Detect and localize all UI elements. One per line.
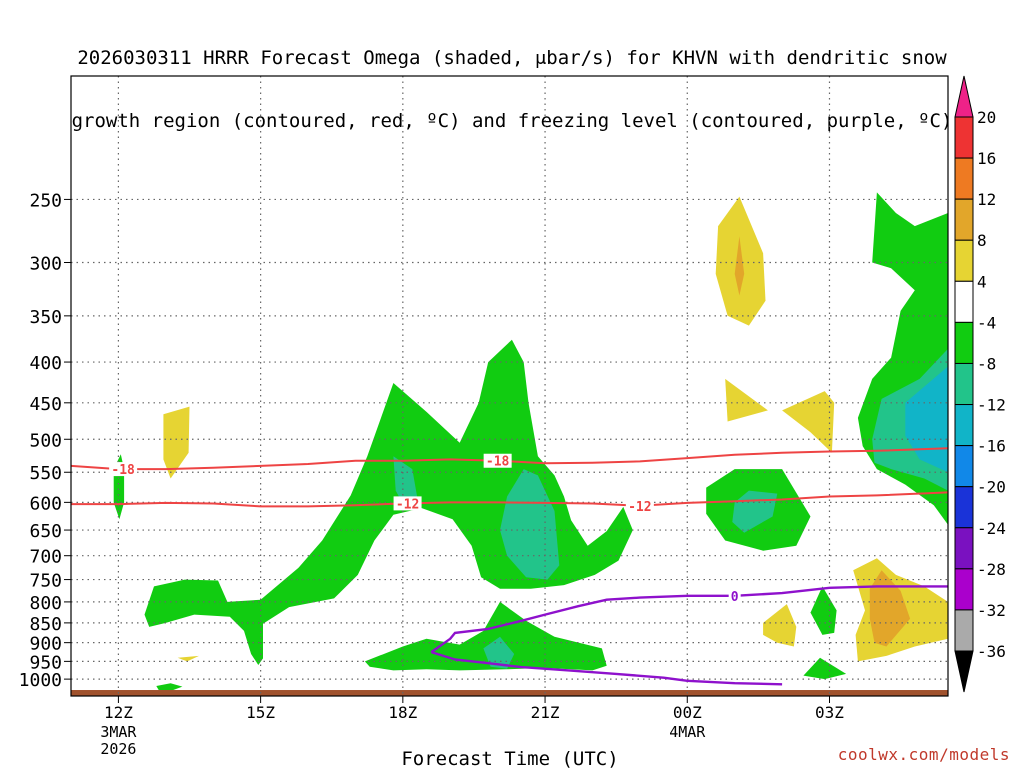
- page-title: 2026030311 HRRR Forecast Omega (shaded, …: [0, 6, 1024, 153]
- omega-region-5: [364, 601, 607, 671]
- watermark[interactable]: coolwx.com/models: [837, 745, 1010, 764]
- colorbar-segment-11: [954, 568, 974, 611]
- omega-region-11: [725, 378, 768, 422]
- contour-label-bg-1-1: [625, 498, 654, 513]
- colorbar-segment-3: [954, 239, 974, 282]
- y-tick-label-350: 350: [29, 307, 62, 328]
- y-tick-label-900: 900: [29, 634, 62, 655]
- omega-region-12: [782, 391, 835, 453]
- colorbar-segment-10: [954, 527, 974, 570]
- x-axis-label: Forecast Time (UTC): [401, 748, 618, 768]
- y-tick-label-600: 600: [29, 493, 62, 514]
- title-line-1: 2026030311 HRRR Forecast Omega (shaded, …: [77, 47, 947, 69]
- colorbar-segment-7: [954, 404, 974, 447]
- x-tick-sublabel-12Z-0: 3MAR: [100, 723, 137, 741]
- terrain-strip: [71, 690, 948, 696]
- colorbar-label-5: -4: [977, 313, 996, 332]
- omega-region-8: [156, 683, 183, 691]
- y-tick-label-400: 400: [29, 353, 62, 374]
- omega-region-22: [869, 570, 911, 647]
- omega-region-4: [500, 469, 560, 580]
- colorbar-top-arrow: [954, 75, 974, 118]
- colorbar-bottom-arrow: [954, 650, 974, 693]
- colorbar-label-12: -32: [977, 601, 1006, 620]
- omega-region-3: [393, 456, 418, 509]
- colorbar-segment-1: [954, 157, 974, 200]
- y-tick-label-300: 300: [29, 254, 62, 275]
- y-tick-label-250: 250: [29, 190, 62, 211]
- colorbar-label-1: 16: [977, 149, 996, 168]
- colorbar-label-10: -24: [977, 519, 1006, 538]
- colorbar-label-2: 12: [977, 190, 996, 209]
- plot-frame: [70, 75, 949, 697]
- contour-1: [71, 491, 948, 508]
- y-tick-label-950: 950: [29, 652, 62, 673]
- omega-region-15: [763, 604, 797, 647]
- x-tick-sublabel-00Z-0: 4MAR: [669, 723, 706, 741]
- contour-3: [430, 650, 783, 686]
- y-tick-label-1000: 1000: [19, 670, 62, 691]
- omega-region-17: [803, 657, 847, 680]
- colorbar-segment-6: [954, 362, 974, 406]
- colorbar-label-8: -16: [977, 437, 1006, 456]
- colorbar-label-7: -12: [977, 396, 1006, 415]
- contour-2: [430, 585, 948, 654]
- x-tick-label-12Z: 12Z: [104, 703, 133, 722]
- x-tick-label-18Z: 18Z: [388, 703, 417, 722]
- colorbar-label-4: 4: [977, 272, 987, 291]
- contour-label-bg-0-0: [109, 462, 138, 477]
- omega-region-16: [810, 586, 837, 635]
- x-tick-label-15Z: 15Z: [246, 703, 275, 722]
- colorbar-segment-4: [954, 280, 974, 323]
- omega-region-7: [177, 655, 199, 662]
- contour-label-bg-2-0: [728, 588, 741, 603]
- colorbar-label-13: -36: [977, 642, 1006, 661]
- contour-label-bg-0-1: [483, 453, 512, 468]
- omega-region-20: [905, 366, 948, 473]
- contour-label-0-0: -18: [111, 463, 135, 478]
- contour-label-1-1: -12: [628, 500, 651, 515]
- colorbar-segment-0: [954, 116, 974, 159]
- x-tick-label-03Z: 03Z: [815, 703, 844, 722]
- y-tick-label-650: 650: [29, 521, 62, 542]
- y-tick-label-750: 750: [29, 571, 62, 592]
- omega-region-2: [144, 339, 633, 665]
- colorbar-label-9: -20: [977, 478, 1006, 497]
- x-tick-label-21Z: 21Z: [531, 703, 560, 722]
- omega-region-6: [483, 636, 515, 669]
- y-tick-label-500: 500: [29, 430, 62, 451]
- colorbar-label-6: -8: [977, 354, 996, 373]
- title-line-2: growth region (contoured, red, ºC) and f…: [71, 110, 953, 132]
- x-tick-sublabel-12Z-1: 2026: [100, 740, 136, 758]
- colorbar-segment-12: [954, 609, 974, 652]
- omega-region-1: [163, 406, 190, 479]
- colorbar-label-0: 20: [977, 108, 996, 127]
- y-tick-label-550: 550: [29, 463, 62, 484]
- colorbar-segment-9: [954, 486, 974, 529]
- colorbar-segment-2: [954, 198, 974, 241]
- y-tick-label-700: 700: [29, 547, 62, 568]
- colorbar-label-3: 8: [977, 231, 987, 250]
- omega-region-10: [734, 236, 745, 296]
- y-tick-label-800: 800: [29, 593, 62, 614]
- x-tick-label-00Z: 00Z: [673, 703, 702, 722]
- colorbar-label-11: -28: [977, 560, 1006, 579]
- y-tick-label-450: 450: [29, 394, 62, 415]
- contour-label-0-1: -18: [486, 455, 510, 470]
- contour-label-2-0: 0: [731, 590, 739, 605]
- colorbar-segment-8: [954, 445, 974, 488]
- contour-label-1-0: -12: [396, 497, 419, 512]
- colorbar-segment-5: [954, 321, 974, 364]
- y-tick-label-850: 850: [29, 614, 62, 635]
- contour-label-bg-1-0: [393, 496, 422, 511]
